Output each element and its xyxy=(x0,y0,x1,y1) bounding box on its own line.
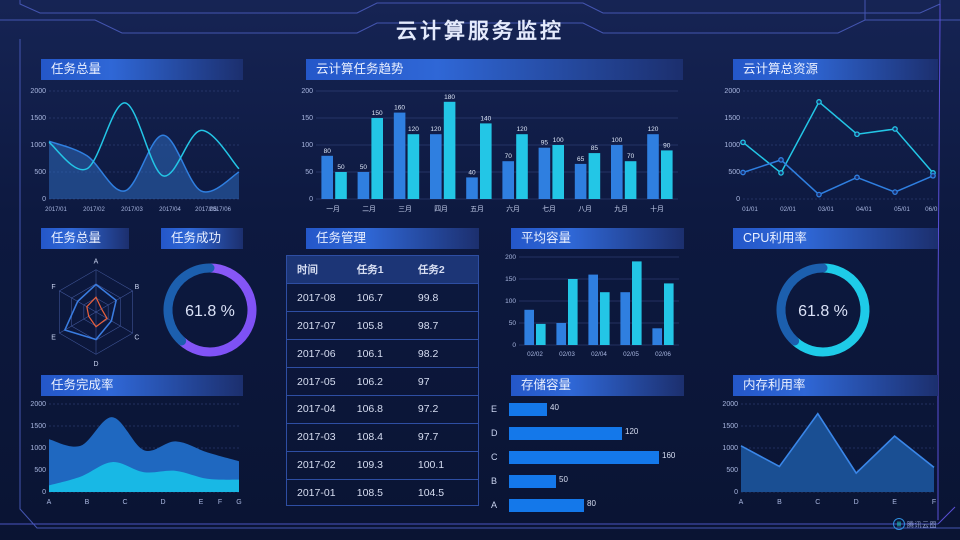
svg-text:2017/02: 2017/02 xyxy=(83,207,105,213)
svg-text:B: B xyxy=(135,284,140,291)
svg-text:120: 120 xyxy=(648,126,659,133)
svg-text:五月: 五月 xyxy=(470,205,484,213)
svg-text:85: 85 xyxy=(591,145,599,152)
svg-text:120: 120 xyxy=(517,126,528,133)
svg-text:70: 70 xyxy=(627,153,635,160)
svg-text:50: 50 xyxy=(305,169,313,176)
svg-text:2017/03: 2017/03 xyxy=(121,207,143,213)
svg-text:500: 500 xyxy=(34,467,46,474)
svg-text:1500: 1500 xyxy=(724,115,740,122)
svg-text:A: A xyxy=(47,499,52,506)
svg-text:50: 50 xyxy=(360,164,368,171)
svg-text:1000: 1000 xyxy=(30,445,46,452)
svg-text:2000: 2000 xyxy=(724,88,740,95)
svg-text:06/01: 06/01 xyxy=(925,206,938,213)
svg-text:02/01: 02/01 xyxy=(780,206,796,213)
svg-text:0: 0 xyxy=(736,196,740,203)
svg-text:六月: 六月 xyxy=(506,204,520,213)
svg-text:B: B xyxy=(85,499,90,506)
svg-text:2000: 2000 xyxy=(722,401,738,408)
svg-text:61.8 %: 61.8 % xyxy=(798,303,848,320)
svg-text:C: C xyxy=(134,335,139,342)
svg-text:D: D xyxy=(854,499,859,506)
svg-text:E: E xyxy=(199,499,204,506)
svg-text:200: 200 xyxy=(301,88,313,95)
svg-text:C: C xyxy=(122,499,127,506)
svg-text:100: 100 xyxy=(553,137,564,144)
svg-text:D: D xyxy=(94,361,99,368)
svg-text:150: 150 xyxy=(372,110,383,117)
svg-text:40: 40 xyxy=(468,169,476,176)
svg-text:1000: 1000 xyxy=(724,142,740,149)
svg-text:01/01: 01/01 xyxy=(742,206,758,213)
svg-text:02/04: 02/04 xyxy=(591,351,607,358)
svg-text:八月: 八月 xyxy=(578,205,592,213)
svg-text:500: 500 xyxy=(726,467,738,474)
svg-text:九月: 九月 xyxy=(614,204,628,213)
svg-text:C: C xyxy=(815,499,820,506)
svg-text:一月: 一月 xyxy=(326,205,340,213)
svg-text:F: F xyxy=(51,284,55,291)
svg-text:1000: 1000 xyxy=(722,445,738,452)
svg-text:D: D xyxy=(160,499,165,506)
svg-text:E: E xyxy=(892,499,897,506)
svg-text:四月: 四月 xyxy=(434,205,448,213)
svg-text:02/05: 02/05 xyxy=(623,351,639,358)
svg-text:十月: 十月 xyxy=(650,204,664,213)
svg-text:160: 160 xyxy=(394,105,405,112)
svg-text:100: 100 xyxy=(611,137,622,144)
svg-text:2017/01: 2017/01 xyxy=(45,207,67,213)
svg-text:02/03: 02/03 xyxy=(559,351,575,358)
svg-text:0: 0 xyxy=(734,489,738,496)
svg-text:三月: 三月 xyxy=(398,205,412,213)
svg-text:120: 120 xyxy=(408,126,419,133)
svg-text:04/01: 04/01 xyxy=(856,206,872,213)
svg-text:2017/06: 2017/06 xyxy=(209,207,231,213)
svg-text:100: 100 xyxy=(301,142,313,149)
svg-text:500: 500 xyxy=(728,169,740,176)
svg-text:1500: 1500 xyxy=(30,423,46,430)
svg-text:150: 150 xyxy=(301,115,313,122)
svg-text:0: 0 xyxy=(512,342,516,349)
svg-text:F: F xyxy=(218,499,222,506)
svg-text:1500: 1500 xyxy=(722,423,738,430)
svg-text:500: 500 xyxy=(34,169,46,176)
svg-text:90: 90 xyxy=(663,142,671,149)
svg-text:2000: 2000 xyxy=(30,401,46,408)
svg-text:0: 0 xyxy=(309,196,313,203)
svg-text:03/01: 03/01 xyxy=(818,206,834,213)
svg-text:80: 80 xyxy=(324,148,332,155)
svg-text:七月: 七月 xyxy=(542,204,556,213)
svg-text:50: 50 xyxy=(509,320,517,327)
svg-text:E: E xyxy=(51,335,56,342)
svg-text:G: G xyxy=(236,499,241,506)
svg-text:70: 70 xyxy=(505,153,513,160)
svg-text:180: 180 xyxy=(444,94,455,101)
svg-text:05/01: 05/01 xyxy=(894,206,910,213)
svg-text:95: 95 xyxy=(541,140,549,147)
svg-text:2000: 2000 xyxy=(30,88,46,95)
svg-text:0: 0 xyxy=(42,196,46,203)
svg-text:120: 120 xyxy=(430,126,441,133)
svg-text:二月: 二月 xyxy=(362,205,376,213)
svg-text:200: 200 xyxy=(505,254,516,261)
svg-text:1500: 1500 xyxy=(30,115,46,122)
svg-text:0: 0 xyxy=(42,489,46,496)
svg-text:02/06: 02/06 xyxy=(655,351,671,358)
svg-text:150: 150 xyxy=(505,276,516,283)
svg-text:B: B xyxy=(777,499,782,506)
svg-text:A: A xyxy=(739,499,744,506)
svg-text:61.8 %: 61.8 % xyxy=(185,303,235,320)
svg-text:100: 100 xyxy=(505,298,516,305)
svg-text:02/02: 02/02 xyxy=(527,351,543,358)
svg-text:50: 50 xyxy=(337,164,345,171)
svg-text:1000: 1000 xyxy=(30,142,46,149)
svg-text:65: 65 xyxy=(577,156,585,163)
svg-text:F: F xyxy=(932,499,936,506)
svg-text:2017/04: 2017/04 xyxy=(159,207,181,213)
svg-text:A: A xyxy=(94,259,99,266)
svg-text:140: 140 xyxy=(480,115,491,122)
